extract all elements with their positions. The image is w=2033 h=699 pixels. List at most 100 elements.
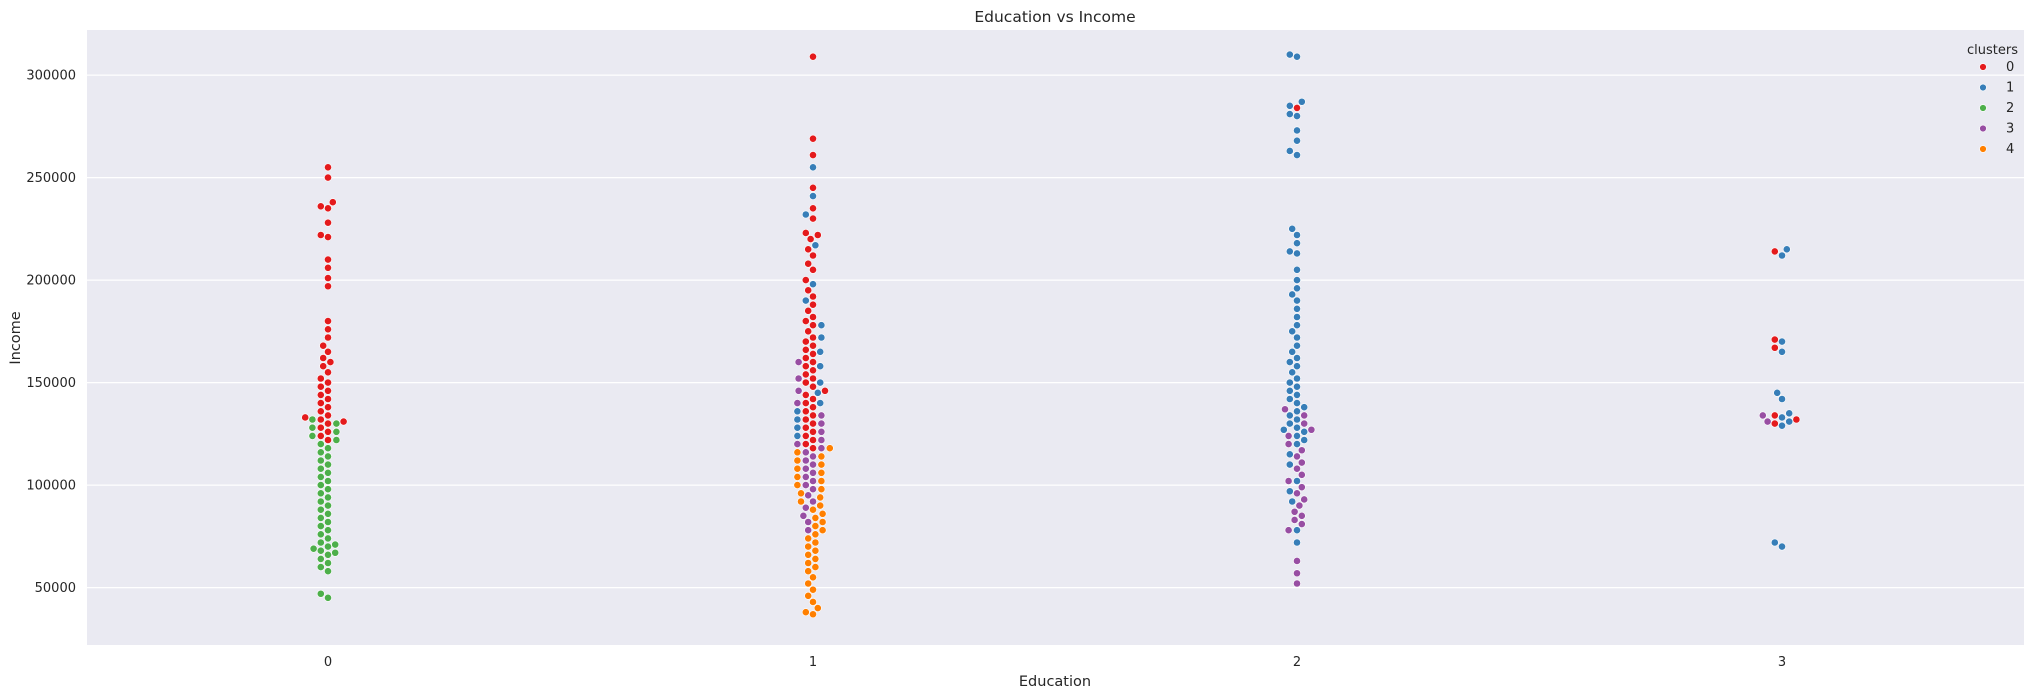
data-point-cluster-3 <box>1297 483 1306 492</box>
data-point-cluster-3 <box>1758 411 1767 420</box>
data-point-cluster-0 <box>809 52 817 61</box>
data-point-cluster-2 <box>324 559 332 567</box>
data-point-cluster-1 <box>1288 290 1297 299</box>
data-point-cluster-2 <box>308 415 317 424</box>
data-point-cluster-2 <box>324 444 332 453</box>
data-point-cluster-0 <box>801 415 810 424</box>
data-point-cluster-3 <box>1293 452 1301 461</box>
data-point-cluster-3 <box>799 511 808 520</box>
data-point-cluster-0 <box>324 403 332 412</box>
data-point-cluster-1 <box>809 163 817 172</box>
data-point-cluster-1 <box>1288 327 1297 336</box>
data-point-cluster-1 <box>1288 497 1297 506</box>
data-point-cluster-3 <box>801 472 810 481</box>
data-point-cluster-0 <box>809 292 817 301</box>
data-point-cluster-0 <box>804 286 813 295</box>
data-point-cluster-4 <box>817 452 826 461</box>
data-point-cluster-0 <box>809 300 817 309</box>
data-point-cluster-0 <box>809 151 817 159</box>
data-point-cluster-3 <box>1295 501 1304 510</box>
data-point-cluster-1 <box>1293 341 1301 350</box>
data-point-cluster-1 <box>1293 477 1301 485</box>
data-point-cluster-4 <box>818 526 827 535</box>
y-tick-label: 150000 <box>26 376 76 391</box>
data-point-cluster-0 <box>324 173 332 182</box>
data-point-cluster-1 <box>1778 337 1786 346</box>
data-point-cluster-0 <box>326 358 335 366</box>
data-point-cluster-2 <box>324 501 332 510</box>
data-point-cluster-0 <box>806 235 815 243</box>
data-point-cluster-0 <box>324 411 332 420</box>
data-point-cluster-4 <box>816 493 825 502</box>
data-point-cluster-0 <box>809 333 817 342</box>
data-point-cluster-3 <box>794 358 803 366</box>
data-point-cluster-1 <box>793 431 802 440</box>
data-point-cluster-2 <box>331 548 340 557</box>
data-point-cluster-2 <box>316 464 325 473</box>
data-point-cluster-0 <box>801 345 810 354</box>
data-point-cluster-1 <box>809 192 817 200</box>
data-point-cluster-3 <box>1293 557 1301 565</box>
data-point-cluster-1 <box>1293 390 1301 399</box>
data-point-cluster-0 <box>809 358 817 366</box>
data-point-cluster-2 <box>332 436 341 444</box>
legend-marker <box>1979 83 1987 92</box>
data-point-cluster-1 <box>1293 313 1301 321</box>
data-point-cluster-1 <box>1279 425 1288 434</box>
data-point-cluster-1 <box>1778 395 1786 403</box>
data-point-cluster-2 <box>324 460 332 469</box>
data-point-cluster-0 <box>1770 343 1779 352</box>
data-point-cluster-2 <box>316 555 325 563</box>
data-point-cluster-3 <box>1300 411 1309 420</box>
data-point-cluster-1 <box>811 241 820 250</box>
data-point-cluster-0 <box>809 436 817 444</box>
chart-title: Education vs Income <box>974 8 1135 26</box>
data-point-cluster-4 <box>813 604 822 612</box>
data-point-cluster-1 <box>1785 409 1794 418</box>
data-point-cluster-1 <box>1300 436 1309 444</box>
data-point-cluster-1 <box>1785 417 1794 426</box>
data-point-cluster-4 <box>811 538 820 547</box>
data-point-cluster-0 <box>324 163 332 172</box>
data-point-cluster-4 <box>811 514 820 522</box>
data-point-cluster-1 <box>1285 395 1294 403</box>
data-point-cluster-0 <box>809 251 817 260</box>
data-point-cluster-1 <box>1293 374 1301 383</box>
data-point-cluster-3 <box>1297 446 1306 455</box>
data-point-cluster-2 <box>331 540 340 549</box>
data-point-cluster-0 <box>1293 104 1301 112</box>
data-point-cluster-1 <box>1293 249 1301 258</box>
data-point-cluster-4 <box>816 501 825 510</box>
data-point-cluster-4 <box>811 546 820 555</box>
x-tick-label: 2 <box>1293 655 1301 670</box>
x-tick-labels: 0 1 2 3 <box>324 655 1786 670</box>
data-point-cluster-2 <box>324 567 332 576</box>
data-point-cluster-1 <box>1293 239 1301 248</box>
data-point-cluster-0 <box>324 395 332 403</box>
data-point-cluster-4 <box>804 542 813 551</box>
data-point-cluster-2 <box>324 468 332 477</box>
data-point-cluster-1 <box>1293 526 1301 535</box>
data-point-cluster-1 <box>793 407 802 416</box>
data-point-cluster-2 <box>316 522 325 530</box>
data-point-cluster-0 <box>316 399 325 407</box>
data-point-cluster-3 <box>817 419 826 428</box>
data-point-cluster-1 <box>1293 321 1301 330</box>
data-point-cluster-2 <box>308 423 317 432</box>
data-point-cluster-0 <box>324 419 332 428</box>
data-point-cluster-0 <box>809 366 817 375</box>
data-point-cluster-1 <box>1778 251 1786 260</box>
data-point-cluster-1 <box>793 423 802 432</box>
data-point-cluster-0 <box>316 374 325 383</box>
data-point-cluster-0 <box>324 255 332 264</box>
data-point-cluster-2 <box>324 485 332 494</box>
data-point-cluster-1 <box>1300 403 1309 412</box>
data-point-cluster-0 <box>809 411 817 420</box>
data-point-cluster-3 <box>801 456 810 465</box>
data-point-cluster-0 <box>813 231 822 239</box>
data-point-cluster-2 <box>316 546 325 555</box>
data-point-cluster-1 <box>1293 151 1301 159</box>
data-point-cluster-1 <box>1778 413 1786 422</box>
data-point-cluster-0 <box>809 427 817 436</box>
